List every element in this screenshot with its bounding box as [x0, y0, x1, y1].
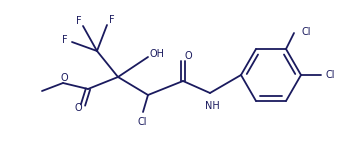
- Text: O: O: [184, 51, 192, 61]
- Text: Cl: Cl: [326, 70, 336, 80]
- Text: NH: NH: [205, 101, 219, 111]
- Text: O: O: [60, 73, 68, 83]
- Text: F: F: [109, 15, 115, 25]
- Text: F: F: [62, 35, 68, 45]
- Text: OH: OH: [150, 49, 165, 59]
- Text: Cl: Cl: [301, 27, 311, 37]
- Text: F: F: [76, 16, 82, 26]
- Text: Cl: Cl: [137, 117, 147, 127]
- Text: O: O: [74, 103, 82, 113]
